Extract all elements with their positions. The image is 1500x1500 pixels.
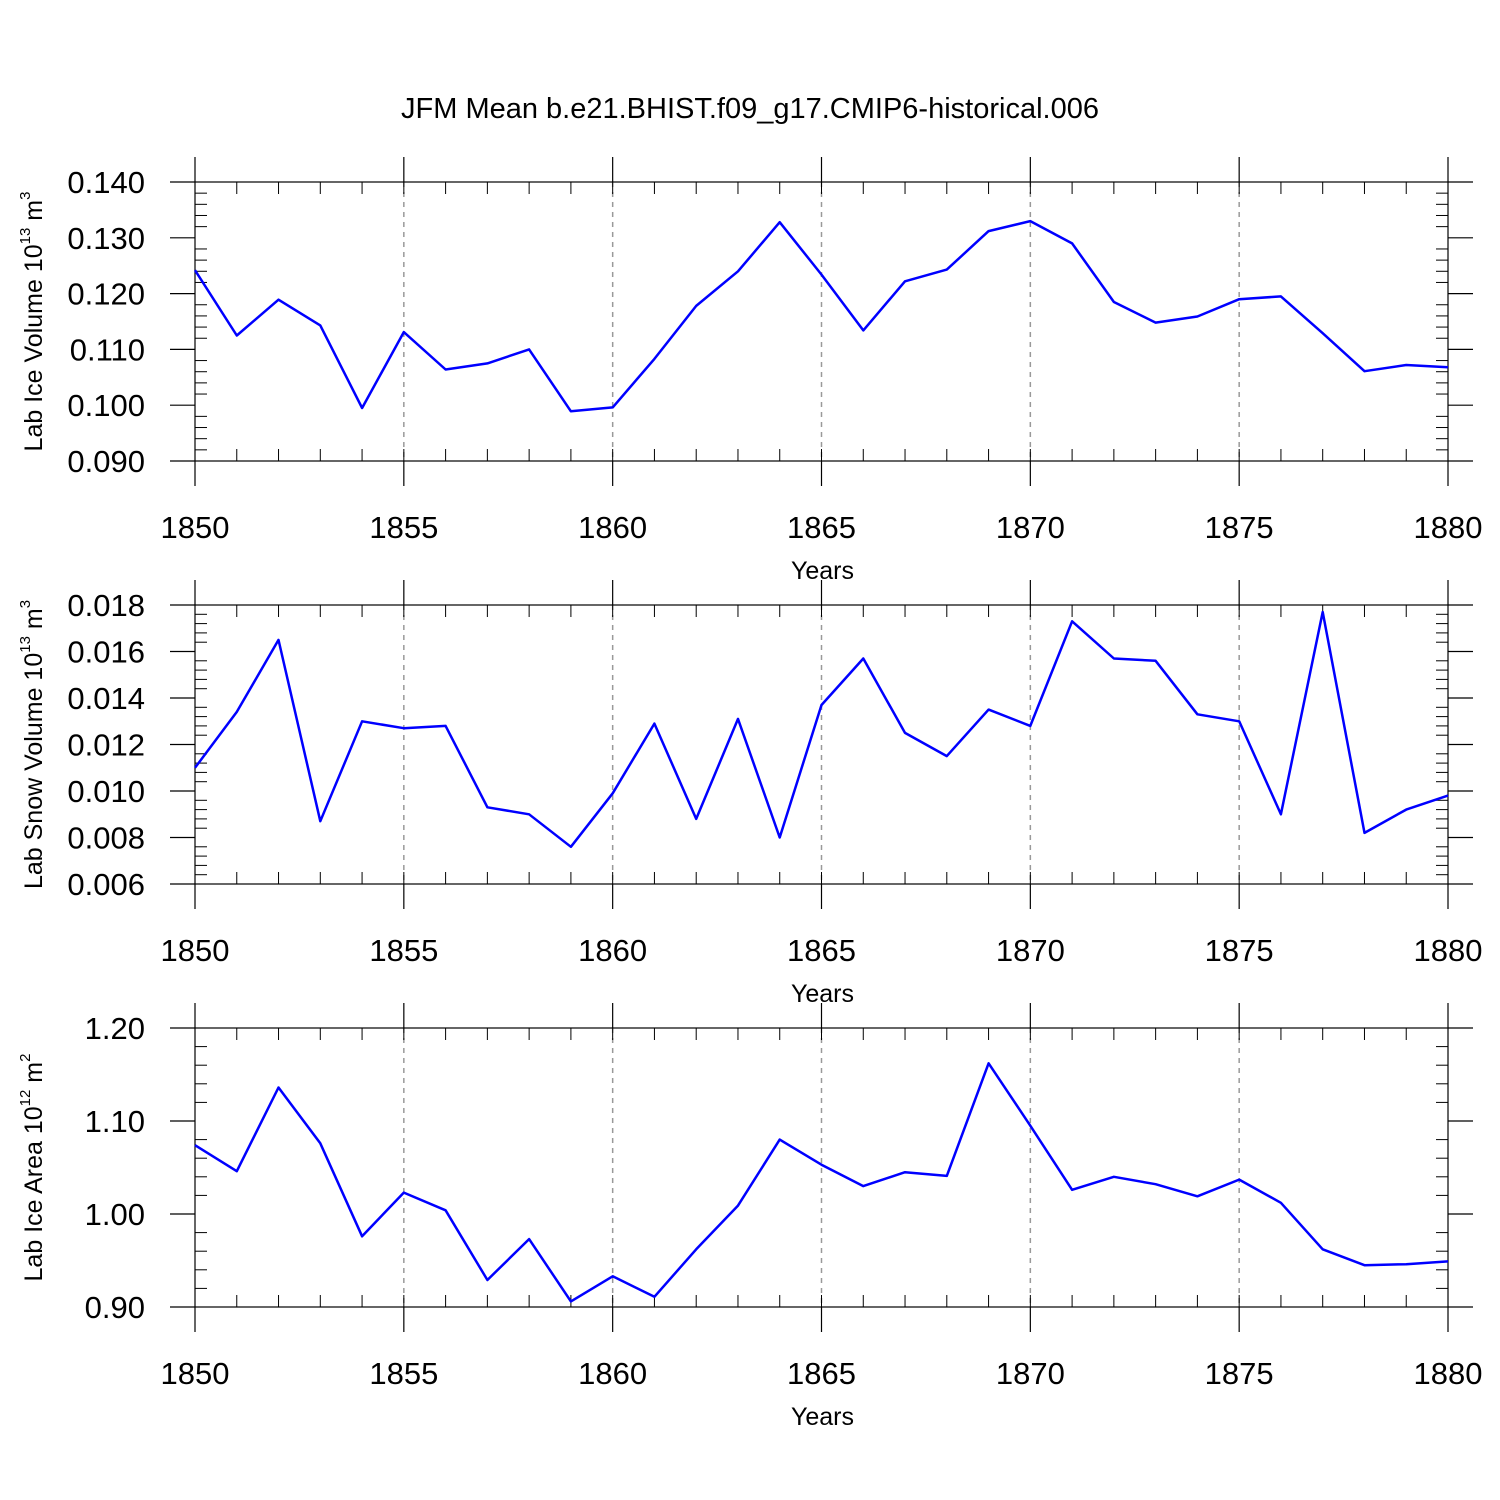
- y-axis-label-exponent: 3: [17, 192, 34, 200]
- x-tick-label: 1850: [161, 933, 230, 968]
- y-axis-label-exponent: 2: [17, 1054, 34, 1062]
- chart-panel-2: 0.006 0.008 0.010 0.012 0.014 0.016 0.018 1850 1…: [17, 580, 1482, 1008]
- x-tick-label: 1880: [1414, 933, 1483, 968]
- x-tick-label: 1865: [787, 510, 856, 545]
- x-tick-label: 1860: [578, 933, 647, 968]
- x-axis-label: Years: [791, 1403, 854, 1431]
- y-axis-label-text: Lab Ice Volume 10: [20, 244, 48, 451]
- x-tick-label: 1880: [1414, 510, 1483, 545]
- y-tick-label: 0.016: [67, 635, 145, 670]
- x-tick-label: 1875: [1205, 510, 1274, 545]
- y-tick-label: 0.100: [67, 388, 145, 423]
- series-line: [193, 219, 1449, 413]
- y-axis-label: Lab Snow Volume 1013 m3: [17, 600, 48, 889]
- y-tick-label: 1.20: [85, 1011, 145, 1046]
- y-tick-label: 0.110: [70, 332, 145, 367]
- x-tick-label: 1870: [996, 1356, 1065, 1391]
- y-tick-label: 0.120: [67, 277, 145, 312]
- y-tick-label: 0.012: [67, 728, 145, 763]
- figure-title: JFM Mean b.e21.BHIST.f09_g17.CMIP6-histo…: [401, 93, 1099, 125]
- y-tick-label: 0.010: [67, 774, 145, 809]
- y-tick-label: 1.00: [85, 1197, 145, 1232]
- x-tick-label: 1855: [369, 933, 438, 968]
- x-tick-label: 1855: [369, 1356, 438, 1391]
- y-tick-label: 0.140: [67, 165, 145, 200]
- y-axis-label-text: m: [20, 1062, 48, 1090]
- x-tick-label: 1850: [161, 510, 230, 545]
- x-tick-label: 1865: [787, 1356, 856, 1391]
- x-tick-label: 1875: [1205, 933, 1274, 968]
- y-axis-label-exponent: 13: [17, 636, 34, 653]
- x-tick-label: 1860: [578, 510, 647, 545]
- y-axis-label: Lab Ice Area 1012 m2: [17, 1054, 48, 1282]
- y-axis-label-text: m: [20, 608, 48, 636]
- x-axis-label: Years: [791, 557, 854, 585]
- y-tick-label: 0.014: [67, 681, 145, 716]
- y-tick-label: 0.090: [67, 444, 145, 479]
- y-tick-label: 0.006: [67, 867, 145, 902]
- x-tick-label: 1880: [1414, 1356, 1483, 1391]
- y-tick-label: 0.130: [67, 221, 145, 256]
- x-tick-label: 1870: [996, 510, 1065, 545]
- x-tick-label: 1855: [369, 510, 438, 545]
- x-axis-label: Years: [791, 980, 854, 1008]
- y-axis-label-exponent: 3: [17, 600, 34, 608]
- y-axis-label: Lab Ice Volume 1013 m3: [17, 192, 48, 452]
- y-tick-label: 0.008: [67, 821, 145, 856]
- y-tick-label: 0.018: [67, 588, 145, 623]
- series-line: [194, 1062, 1449, 1303]
- x-tick-label: 1865: [787, 933, 856, 968]
- y-axis-label-exponent: 13: [17, 228, 34, 245]
- y-tick-label: 1.10: [85, 1104, 145, 1139]
- y-axis-label-text: Lab Ice Area 10: [20, 1106, 48, 1281]
- y-axis-label-text: Lab Snow Volume 10: [20, 653, 48, 889]
- chart-panel-1: 0.090 0.100 0.110 0.120 0.130 0.140 1850 1855 18…: [17, 157, 1482, 585]
- y-axis-label-text: m: [20, 200, 48, 228]
- chart-panel-3: 0.90 1.00 1.10 1.20 1850 1855 1860 1865 1870 1875…: [17, 1003, 1482, 1431]
- x-tick-label: 1870: [996, 933, 1065, 968]
- y-axis-label-exponent: 12: [17, 1090, 34, 1107]
- x-tick-label: 1850: [161, 1356, 230, 1391]
- x-tick-label: 1875: [1205, 1356, 1274, 1391]
- panels: 0.090 0.100 0.110 0.120 0.130 0.140 1850 1855 18…: [17, 157, 1482, 1431]
- y-tick-label: 0.90: [85, 1290, 145, 1325]
- series-line: [193, 610, 1449, 849]
- x-tick-label: 1860: [578, 1356, 647, 1391]
